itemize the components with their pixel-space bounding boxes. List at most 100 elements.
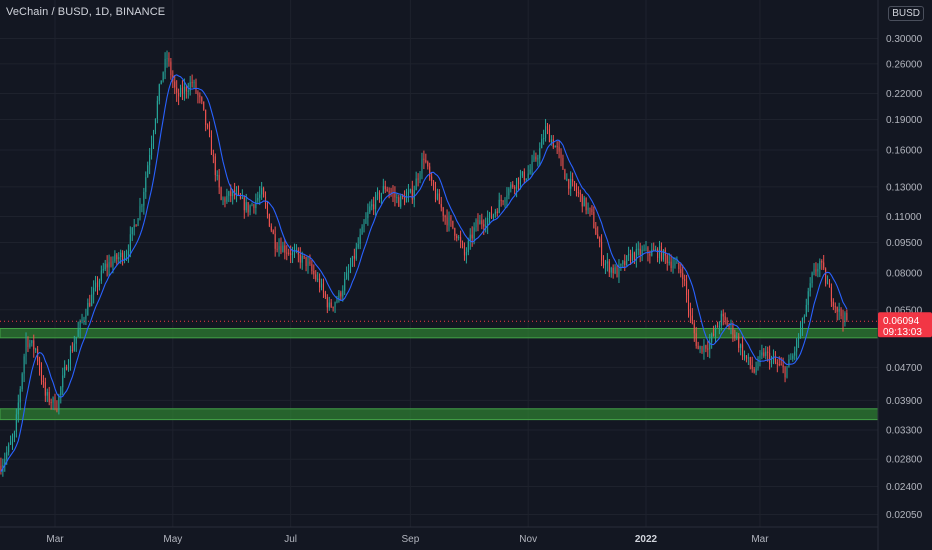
candle: [371, 199, 373, 211]
candle: [145, 171, 147, 199]
candle: [830, 283, 832, 307]
candle: [434, 181, 437, 203]
candle: [765, 346, 767, 360]
candle: [796, 337, 798, 360]
candle: [40, 362, 43, 385]
candle: [141, 203, 143, 213]
current-price-label: [878, 312, 932, 338]
candle: [537, 154, 539, 167]
candle: [713, 325, 715, 337]
candle: [670, 254, 672, 272]
candle: [635, 243, 637, 268]
x-tick-label: Mar: [751, 534, 769, 545]
candle: [346, 266, 348, 280]
candle: [237, 185, 240, 197]
candle: [189, 75, 191, 96]
candle: [516, 177, 518, 198]
candle: [801, 317, 803, 336]
candle: [29, 339, 31, 349]
candle: [506, 187, 508, 208]
candle: [58, 393, 60, 415]
candle: [438, 189, 440, 205]
candle: [772, 349, 775, 365]
candle: [579, 189, 581, 202]
candle: [836, 306, 838, 321]
currency-badge[interactable]: BUSD: [888, 6, 924, 21]
candle: [606, 253, 608, 272]
candle: [297, 247, 299, 263]
candle: [421, 152, 423, 180]
candle: [585, 197, 587, 215]
candle: [815, 262, 817, 277]
candle: [114, 250, 116, 263]
candle: [587, 202, 589, 215]
candle: [767, 346, 769, 362]
candle: [342, 285, 344, 302]
candle: [313, 264, 315, 280]
candle: [110, 256, 112, 268]
candle: [133, 218, 135, 236]
candle: [326, 294, 328, 314]
candle: [658, 240, 661, 264]
candle: [481, 213, 483, 230]
candle: [489, 211, 491, 225]
candle: [597, 226, 599, 239]
candle: [357, 237, 359, 250]
candle: [394, 186, 396, 207]
candle: [268, 213, 270, 228]
candle: [363, 219, 365, 233]
candle: [301, 251, 303, 270]
candle: [195, 78, 197, 95]
candle: [496, 208, 498, 217]
candle: [17, 394, 19, 423]
candle: [475, 218, 477, 232]
candle: [604, 259, 606, 275]
candle: [243, 195, 245, 219]
y-tick-label: 0.04700: [886, 363, 923, 374]
candle: [508, 187, 510, 200]
x-tick-label: Mar: [46, 534, 64, 545]
candle: [771, 355, 773, 368]
candle: [400, 194, 402, 209]
candle: [348, 264, 350, 281]
candle: [554, 145, 556, 148]
candle: [637, 241, 639, 256]
candle: [519, 169, 521, 190]
candle: [599, 236, 601, 248]
candle: [664, 247, 666, 264]
candle: [666, 253, 668, 271]
candle: [790, 353, 792, 360]
candle: [738, 333, 740, 353]
candle: [311, 260, 313, 275]
candle: [525, 178, 527, 182]
candle: [54, 393, 56, 411]
candle: [450, 214, 452, 227]
candle: [828, 279, 831, 288]
candle: [722, 309, 724, 326]
candle: [81, 313, 83, 324]
candle: [255, 193, 257, 215]
candle: [583, 195, 585, 207]
candle: [226, 188, 228, 204]
candle: [442, 206, 444, 222]
candle: [502, 199, 504, 206]
y-tick-label: 0.26000: [886, 59, 923, 70]
candle: [178, 88, 180, 106]
candle: [156, 95, 158, 124]
candle: [247, 201, 249, 217]
candle: [633, 251, 635, 264]
candle: [645, 241, 647, 252]
candle: [108, 254, 110, 276]
candle: [714, 324, 717, 344]
candle: [425, 153, 427, 164]
candle: [825, 267, 827, 287]
candle: [187, 82, 189, 99]
candle: [180, 84, 182, 98]
candle: [817, 263, 819, 278]
countdown-text: 09:13:03: [883, 327, 922, 338]
candle: [448, 211, 450, 232]
candle: [407, 183, 409, 203]
